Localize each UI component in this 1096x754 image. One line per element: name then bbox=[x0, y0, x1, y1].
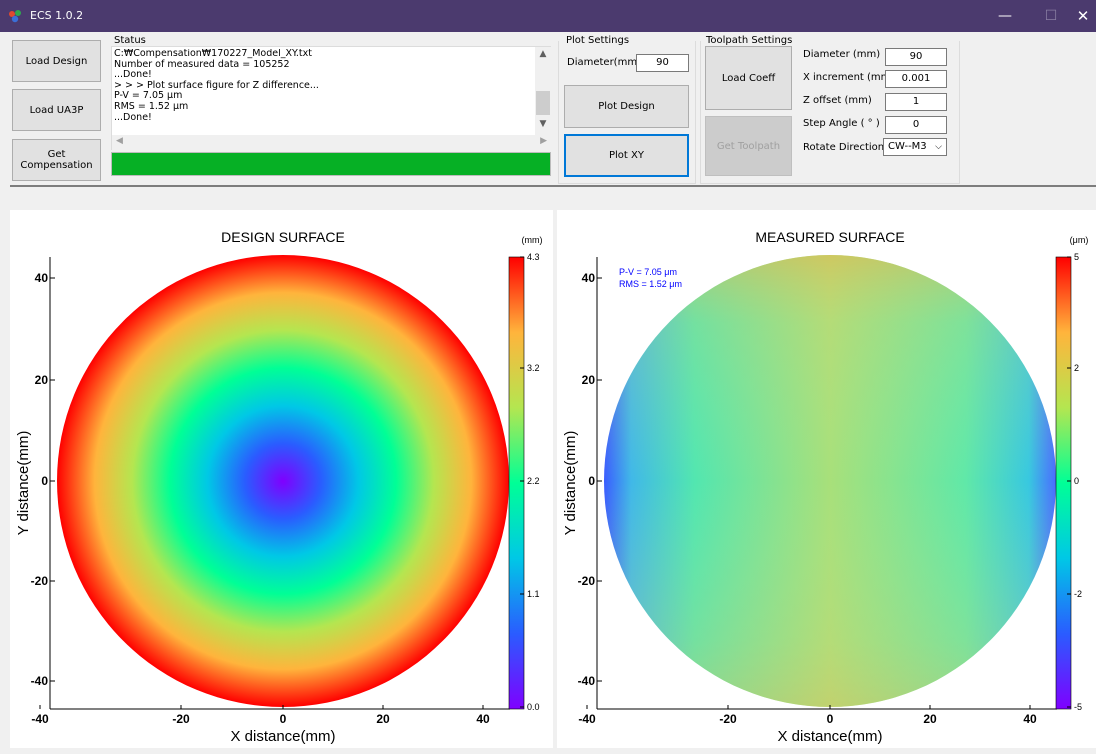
plot-design-button[interactable]: Plot Design bbox=[564, 85, 689, 128]
x-tick-label: -40 bbox=[31, 712, 49, 726]
plot-title: DESIGN SURFACE bbox=[221, 229, 345, 245]
status-line: Number of measured data = 105252 bbox=[114, 58, 290, 70]
load-design-button[interactable]: Load Design bbox=[12, 40, 101, 82]
colorbar-tick-label: 4.3 bbox=[527, 252, 540, 262]
toolpath-diameter-field[interactable]: 90 bbox=[885, 48, 947, 66]
y-tick-label: 40 bbox=[582, 271, 596, 285]
progress-fill bbox=[112, 153, 550, 175]
x-increment-label: X increment (mm) bbox=[803, 72, 895, 83]
stats-annotation: P-V = 7.05 μm bbox=[619, 267, 677, 277]
y-axis-label: Y distance(mm) bbox=[562, 431, 579, 536]
status-line: ...Done! bbox=[114, 69, 152, 81]
surface-map bbox=[57, 255, 509, 707]
y-tick-label: 0 bbox=[41, 474, 48, 488]
y-tick-label: -40 bbox=[31, 674, 49, 688]
status-lines: C:₩Compensation₩170227_Model_XY.txt Numb… bbox=[114, 49, 534, 135]
app-icon bbox=[9, 10, 21, 23]
colorbar-tick-label: 0 bbox=[1074, 476, 1079, 486]
step-angle-field[interactable]: 0 bbox=[885, 116, 947, 134]
x-increment-field[interactable]: 0.001 bbox=[885, 70, 947, 88]
scroll-left-icon[interactable]: ◀ bbox=[116, 136, 123, 146]
x-axis-label: X distance(mm) bbox=[230, 728, 335, 745]
x-tick-label: -20 bbox=[719, 712, 737, 726]
y-tick-label: 20 bbox=[35, 373, 49, 387]
plot-diameter-label: Diameter(mm) bbox=[567, 57, 641, 68]
surface-map-overlay bbox=[604, 255, 1056, 707]
colorbar-tick-label: 0.0 bbox=[527, 702, 540, 712]
colorbar bbox=[508, 256, 525, 710]
colorbar-tick-label: 2.2 bbox=[527, 476, 540, 486]
x-tick-label: 20 bbox=[376, 712, 390, 726]
rotate-direction-select[interactable]: CW--M3 ⌵ bbox=[883, 138, 947, 156]
x-tick-label: 40 bbox=[1023, 712, 1037, 726]
plot-settings-group-label: Plot Settings bbox=[566, 35, 630, 46]
scroll-thumb[interactable] bbox=[536, 91, 550, 115]
y-tick-label: -20 bbox=[578, 574, 596, 588]
minimize-button[interactable]: — bbox=[998, 8, 1012, 24]
y-tick-label: -40 bbox=[578, 674, 596, 688]
scroll-right-icon[interactable]: ▶ bbox=[540, 136, 547, 146]
measured-surface-plot: MEASURED SURFACE -40 -20 0 20 40 40 20 0 -20 -40 X … bbox=[557, 210, 1096, 748]
colorbar-tick-label: 1.1 bbox=[527, 589, 540, 599]
stats-annotation: RMS = 1.52 μm bbox=[619, 279, 682, 289]
vertical-scrollbar[interactable]: ▲ ▼ bbox=[535, 47, 551, 135]
load-ua3p-button[interactable]: Load UA3P bbox=[12, 89, 101, 131]
section-divider bbox=[10, 185, 1096, 187]
status-line: P-V = 7.05 μm bbox=[114, 90, 183, 102]
x-tick-label: 0 bbox=[827, 712, 834, 726]
maximize-button[interactable]: ☐ bbox=[1044, 8, 1058, 24]
y-tick-label: 40 bbox=[35, 271, 49, 285]
colorbar-tick-label: 2 bbox=[1074, 363, 1079, 373]
rotate-direction-label: Rotate Direction bbox=[803, 142, 885, 153]
status-line: ...Done! bbox=[114, 111, 152, 123]
window-title: ECS 1.0.2 bbox=[30, 9, 84, 22]
x-tick-label: 20 bbox=[923, 712, 937, 726]
get-toolpath-button[interactable]: Get Toolpath bbox=[705, 116, 792, 176]
plot-xy-button[interactable]: Plot XY bbox=[564, 134, 689, 177]
progress-bar bbox=[111, 152, 551, 176]
status-line: > > > Plot surface figure for Z differen… bbox=[114, 79, 319, 91]
x-tick-label: 0 bbox=[280, 712, 287, 726]
z-offset-field[interactable]: 1 bbox=[885, 93, 947, 111]
plot-title: MEASURED SURFACE bbox=[755, 229, 904, 245]
colorbar-tick-label: -5 bbox=[1074, 702, 1082, 712]
x-axis-label: X distance(mm) bbox=[777, 728, 882, 745]
plot-diameter-field[interactable]: 90 bbox=[636, 54, 689, 72]
toolpath-settings-frame bbox=[700, 41, 960, 184]
get-compensation-button[interactable]: Get Compensation bbox=[12, 139, 101, 181]
colorbar-tick-label: 3.2 bbox=[527, 363, 540, 373]
colorbar-tick-label: -2 bbox=[1074, 589, 1082, 599]
y-axis-label: Y distance(mm) bbox=[15, 431, 32, 536]
y-tick-label: 0 bbox=[588, 474, 595, 488]
load-coeff-button[interactable]: Load Coeff bbox=[705, 46, 792, 110]
status-group-label: Status bbox=[114, 35, 146, 46]
y-tick-label: -20 bbox=[31, 574, 49, 588]
colorbar-unit: (mm) bbox=[522, 235, 543, 245]
colorbar-tick-label: 5 bbox=[1074, 252, 1079, 262]
scroll-up-icon[interactable]: ▲ bbox=[539, 49, 547, 59]
close-button[interactable]: ✕ bbox=[1076, 7, 1090, 25]
plot-settings-frame bbox=[558, 41, 696, 184]
toolpath-settings-group-label: Toolpath Settings bbox=[706, 35, 793, 46]
x-tick-label: -20 bbox=[172, 712, 190, 726]
y-tick-label: 20 bbox=[582, 373, 596, 387]
scroll-down-icon[interactable]: ▼ bbox=[539, 119, 547, 129]
step-angle-label: Step Angle ( ° ) bbox=[803, 118, 880, 129]
toolpath-diameter-label: Diameter (mm) bbox=[803, 49, 881, 60]
title-bar: ECS 1.0.2 — ☐ ✕ bbox=[0, 0, 1096, 32]
colorbar-unit: (μm) bbox=[1070, 235, 1089, 245]
design-surface-plot: DESIGN SURFACE -40 -20 0 20 40 40 20 0 -20 -40 X di… bbox=[10, 210, 553, 748]
x-tick-label: -40 bbox=[578, 712, 596, 726]
rotate-direction-value: CW--M3 bbox=[888, 141, 927, 152]
status-log[interactable]: C:₩Compensation₩170227_Model_XY.txt Numb… bbox=[111, 46, 551, 150]
horizontal-scrollbar[interactable]: ◀ ▶ bbox=[112, 135, 551, 150]
status-line: C:₩Compensation₩170227_Model_XY.txt bbox=[114, 49, 312, 59]
status-line: RMS = 1.52 μm bbox=[114, 100, 189, 112]
chevron-down-icon[interactable]: ⌵ bbox=[935, 142, 942, 152]
colorbar bbox=[1055, 256, 1072, 710]
z-offset-label: Z offset (mm) bbox=[803, 95, 872, 106]
x-tick-label: 40 bbox=[476, 712, 490, 726]
